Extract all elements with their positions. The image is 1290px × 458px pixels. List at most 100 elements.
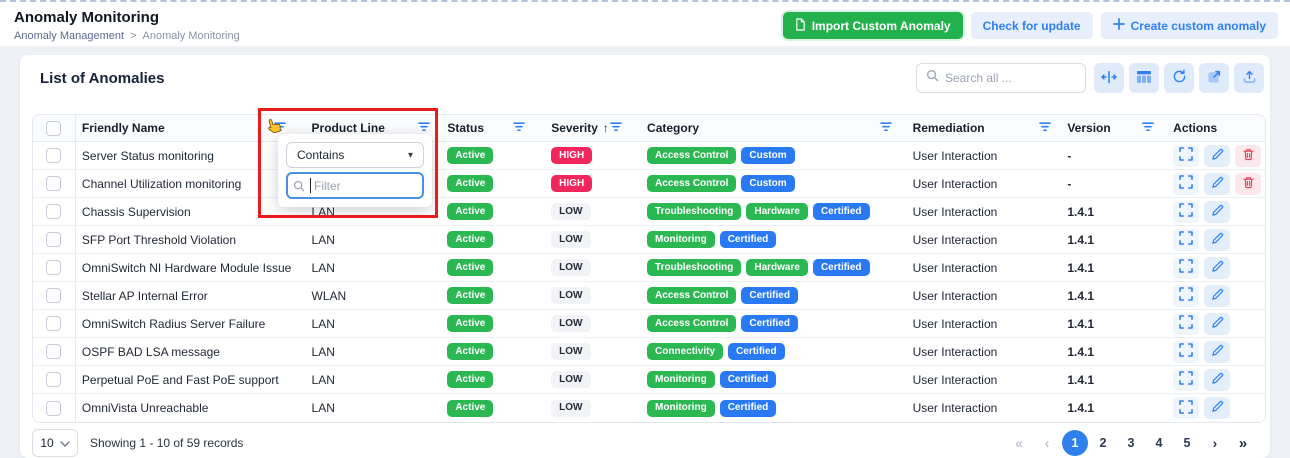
edit-button[interactable] xyxy=(1204,312,1231,335)
page-button-2[interactable]: 2 xyxy=(1099,436,1107,450)
filter-icon[interactable] xyxy=(273,121,286,135)
row-checkbox[interactable] xyxy=(46,400,62,416)
page-button-1[interactable]: 1 xyxy=(1062,430,1088,456)
status-badge: Active xyxy=(447,399,494,417)
remediation-cell: User Interaction xyxy=(912,148,998,163)
expand-icon xyxy=(1179,147,1193,164)
next-page-button[interactable]: › xyxy=(1212,435,1218,451)
expand-button[interactable] xyxy=(1173,284,1200,307)
expand-button[interactable] xyxy=(1173,172,1200,195)
table-row: OmniVista Unreachable LAN Active LOW Mon… xyxy=(33,394,1265,422)
delete-button[interactable] xyxy=(1235,172,1262,195)
version-cell: 1.4.1 xyxy=(1067,232,1095,247)
col-header-category[interactable]: Category xyxy=(632,115,902,141)
edit-button[interactable] xyxy=(1204,200,1231,223)
page-button-3[interactable]: 3 xyxy=(1127,436,1135,450)
filter-operator-select[interactable]: Contains ▾ xyxy=(286,142,424,168)
col-header-status[interactable]: Status xyxy=(440,115,535,141)
expand-button[interactable] xyxy=(1173,144,1200,167)
import-custom-anomaly-button[interactable]: Import Custom Anomaly xyxy=(782,12,963,39)
row-checkbox[interactable] xyxy=(46,232,62,247)
filter-icon[interactable] xyxy=(610,121,622,135)
col-header-friendly-name[interactable]: Friendly Name xyxy=(76,115,296,141)
status-badge: Active xyxy=(447,371,494,388)
row-checkbox[interactable] xyxy=(46,288,62,303)
delete-button[interactable] xyxy=(1235,144,1262,167)
edit-button[interactable] xyxy=(1204,228,1231,251)
expand-button[interactable] xyxy=(1173,200,1200,223)
open-external-icon xyxy=(1207,69,1222,87)
filter-icon[interactable] xyxy=(1142,121,1154,135)
expand-button[interactable] xyxy=(1173,312,1200,335)
filter-input[interactable] xyxy=(286,172,424,199)
edit-button[interactable] xyxy=(1204,172,1231,195)
category-badge: Certified xyxy=(741,287,798,304)
sort-ascending-icon[interactable]: ↑ xyxy=(602,121,609,135)
prev-page-button[interactable]: ‹ xyxy=(1044,435,1050,451)
row-checkbox[interactable] xyxy=(46,316,62,331)
anomalies-table: Friendly Name Product Line Status Severi… xyxy=(32,114,1266,423)
columns-button[interactable] xyxy=(1129,63,1159,93)
col-header-actions: Actions xyxy=(1173,121,1218,135)
expand-icon xyxy=(1179,175,1193,192)
category-badge: Monitoring xyxy=(647,399,715,417)
friendly-name-cell: Perpetual PoE and Fast PoE support xyxy=(81,372,279,387)
expand-button[interactable] xyxy=(1173,228,1200,251)
column-filter-popup: Contains ▾ xyxy=(278,134,432,207)
row-actions xyxy=(1164,142,1265,169)
col-header-product-line[interactable]: Product Line xyxy=(296,115,441,141)
expand-icon xyxy=(1179,231,1193,248)
row-checkbox[interactable] xyxy=(46,260,62,275)
breadcrumb-parent[interactable]: Anomaly Management xyxy=(14,30,125,42)
edit-button[interactable] xyxy=(1204,256,1231,279)
row-actions xyxy=(1164,310,1265,337)
expand-button[interactable] xyxy=(1173,340,1200,363)
search-input[interactable] xyxy=(945,71,1065,85)
remediation-cell: User Interaction xyxy=(912,344,998,359)
edit-button[interactable] xyxy=(1204,340,1231,363)
plus-icon xyxy=(1112,18,1125,33)
edit-button[interactable] xyxy=(1204,397,1231,419)
col-header-version[interactable]: Version xyxy=(1061,115,1164,141)
create-custom-anomaly-button[interactable]: Create custom anomaly xyxy=(1100,12,1278,39)
expand-icon xyxy=(1179,371,1193,388)
upload-button[interactable] xyxy=(1234,63,1264,93)
filter-icon[interactable] xyxy=(1039,121,1052,135)
filter-icon[interactable] xyxy=(879,121,892,135)
version-cell: 1.4.1 xyxy=(1067,288,1095,303)
filter-icon[interactable] xyxy=(418,121,431,135)
row-actions xyxy=(1164,394,1265,422)
status-badge: Active xyxy=(447,315,494,332)
page-size-select[interactable]: 10 xyxy=(32,429,78,457)
friendly-name-cell: Server Status monitoring xyxy=(81,148,214,163)
edit-button[interactable] xyxy=(1204,368,1231,391)
category-cell: Access Control Custom xyxy=(632,142,902,169)
first-page-button[interactable]: « xyxy=(1015,435,1023,451)
expand-icon xyxy=(1179,343,1193,360)
edit-button[interactable] xyxy=(1204,144,1231,167)
version-cell: - xyxy=(1067,176,1072,191)
breadcrumb-separator: > xyxy=(130,30,137,42)
row-checkbox[interactable] xyxy=(46,148,62,163)
expand-button[interactable] xyxy=(1173,368,1200,391)
friendly-name-cell: Chassis Supervision xyxy=(81,204,191,219)
row-checkbox[interactable] xyxy=(46,176,62,191)
filter-icon[interactable] xyxy=(513,121,525,135)
row-checkbox[interactable] xyxy=(46,204,62,219)
page-button-4[interactable]: 4 xyxy=(1155,436,1163,450)
last-page-button[interactable]: » xyxy=(1238,434,1248,452)
refresh-button[interactable] xyxy=(1164,63,1194,93)
row-checkbox[interactable] xyxy=(46,344,62,359)
expand-button[interactable] xyxy=(1173,256,1200,279)
open-external-button[interactable] xyxy=(1199,63,1229,93)
page-button-5[interactable]: 5 xyxy=(1183,436,1191,450)
col-header-severity[interactable]: Severity ↑ xyxy=(535,115,632,141)
edit-button[interactable] xyxy=(1204,284,1231,307)
category-badge: Troubleshooting xyxy=(647,259,742,276)
select-all-checkbox[interactable] xyxy=(46,120,62,136)
col-header-remediation[interactable]: Remediation xyxy=(902,115,1062,141)
fit-columns-button[interactable] xyxy=(1094,63,1124,93)
check-for-update-button[interactable]: Check for update xyxy=(970,12,1093,39)
expand-button[interactable] xyxy=(1173,397,1200,419)
row-checkbox[interactable] xyxy=(46,372,62,387)
